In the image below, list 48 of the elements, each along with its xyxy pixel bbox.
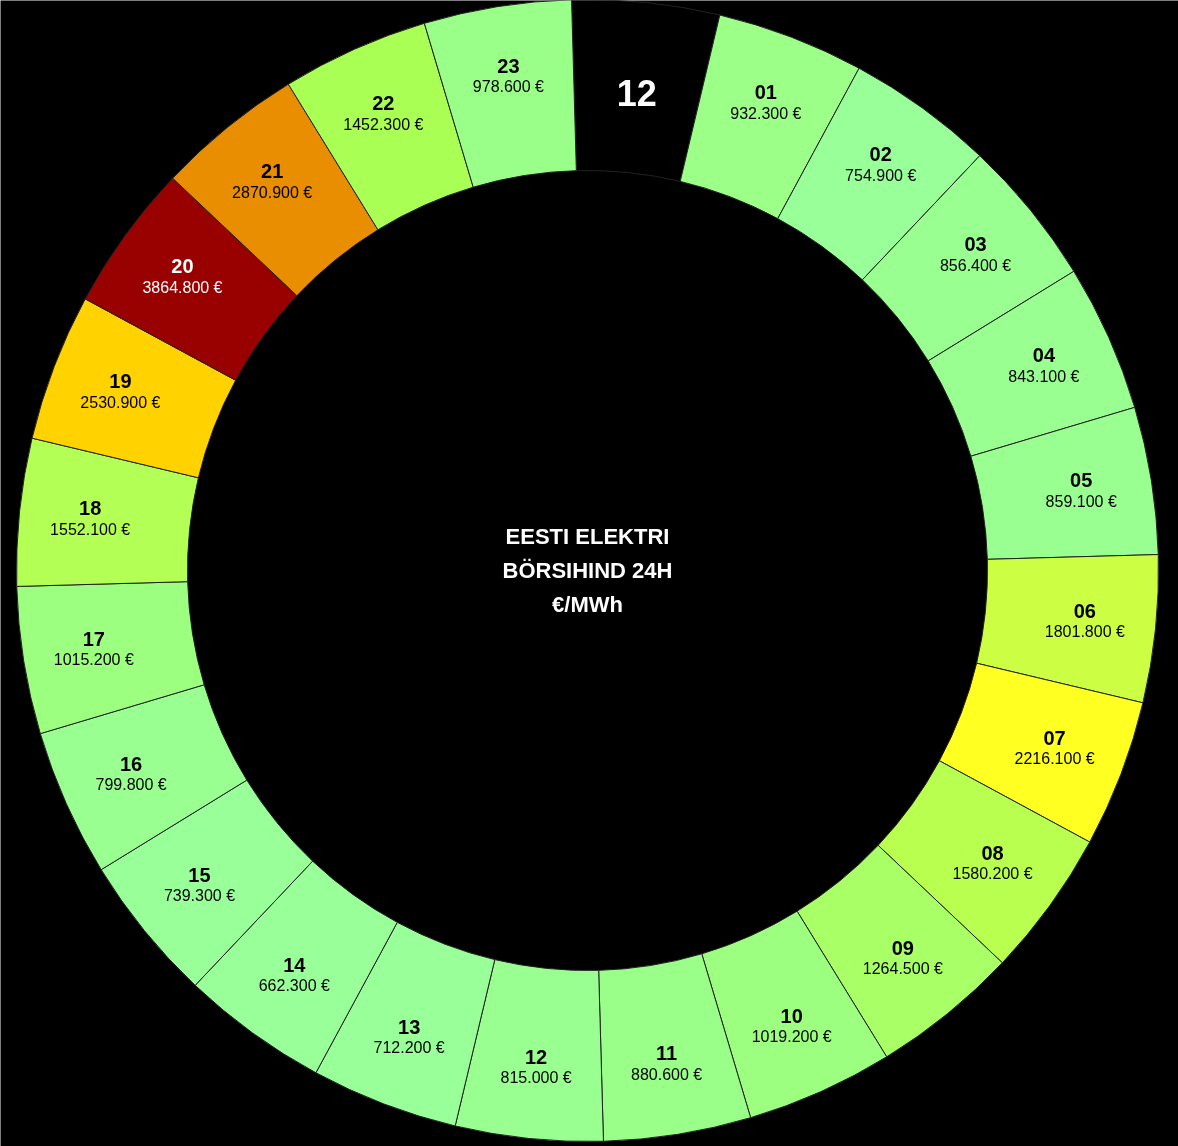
category-label: 20 xyxy=(171,255,194,278)
category-label: 23 xyxy=(497,54,520,77)
category-label: 08 xyxy=(981,841,1004,864)
category-label: 19 xyxy=(109,370,132,393)
category-label: 17 xyxy=(82,627,105,650)
data-label: 1019.200 € xyxy=(751,1028,832,1046)
category-label: 05 xyxy=(1070,469,1093,492)
data-label: 880.600 € xyxy=(630,1065,703,1083)
data-label: 859.100 € xyxy=(1045,492,1117,510)
category-label: 02 xyxy=(869,143,892,166)
text: EESTI ELEKTRI BÖRSIHIND 24H €/MWh xyxy=(502,524,673,617)
category-label: 03 xyxy=(964,233,987,256)
data-label: 856.400 € xyxy=(939,256,1012,274)
data-label: 932.300 € xyxy=(730,104,802,122)
category-label: 07 xyxy=(1043,726,1066,749)
category-label: 14 xyxy=(283,953,307,976)
category-label: 04 xyxy=(1032,344,1056,367)
data-label: 1015.200 € xyxy=(53,651,134,669)
data-label: 739.300 € xyxy=(163,887,236,905)
category-label: 09 xyxy=(891,936,914,959)
data-label: 754.900 € xyxy=(845,166,917,184)
data-label: 978.600 € xyxy=(472,78,545,96)
category-label: 18 xyxy=(79,497,102,520)
category-label: 15 xyxy=(188,863,211,886)
data-label: 712.200 € xyxy=(373,1039,445,1057)
category-label: 21 xyxy=(261,160,284,183)
data-label: 2216.100 € xyxy=(1014,750,1095,768)
category-label: 16 xyxy=(119,752,143,775)
data-label: 662.300 € xyxy=(258,977,331,995)
data-label: 1552.100 € xyxy=(50,520,131,538)
category-label: 13 xyxy=(398,1015,421,1038)
data-label: 1580.200 € xyxy=(952,865,1033,883)
data-label: 799.800 € xyxy=(95,776,167,794)
data-label: 1264.500 € xyxy=(862,960,943,978)
data-label: 815.000 € xyxy=(500,1069,572,1087)
category-label: 12 xyxy=(524,1045,548,1068)
data-label: 1801.800 € xyxy=(1044,623,1125,641)
data-label: 2530.900 € xyxy=(80,393,161,411)
category-label: 22 xyxy=(372,92,395,115)
category-label: 11 xyxy=(656,1042,678,1065)
data-label: 843.100 € xyxy=(1008,367,1080,385)
data-label: 3864.800 € xyxy=(142,278,223,296)
category-label: 10 xyxy=(780,1004,803,1027)
category-label: 12 xyxy=(616,73,657,115)
data-label: 2870.900 € xyxy=(232,183,313,201)
category-label: 06 xyxy=(1073,599,1096,622)
data-label: 1452.300 € xyxy=(343,115,424,133)
category-label: 01 xyxy=(754,81,777,104)
